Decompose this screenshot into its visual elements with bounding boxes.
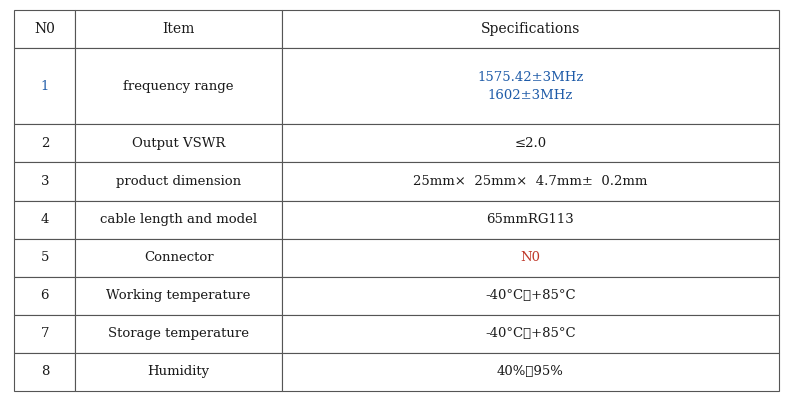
Bar bbox=[75, 124, 282, 162]
Bar bbox=[14, 48, 75, 124]
Text: -40°C～+85°C: -40°C～+85°C bbox=[485, 327, 576, 340]
Bar bbox=[14, 353, 75, 391]
Text: frequency range: frequency range bbox=[124, 80, 234, 93]
Text: 25mm×  25mm×  4.7mm±  0.2mm: 25mm× 25mm× 4.7mm± 0.2mm bbox=[413, 175, 647, 188]
Text: Connector: Connector bbox=[144, 251, 213, 264]
Bar bbox=[75, 10, 282, 48]
Bar bbox=[282, 124, 779, 162]
Text: 1575.42±3MHz
1602±3MHz: 1575.42±3MHz 1602±3MHz bbox=[477, 71, 584, 102]
Text: 6: 6 bbox=[40, 289, 49, 302]
Bar bbox=[14, 277, 75, 315]
Text: -40°C～+85°C: -40°C～+85°C bbox=[485, 289, 576, 302]
Bar bbox=[75, 239, 282, 277]
Text: 2: 2 bbox=[40, 137, 49, 150]
Bar bbox=[282, 239, 779, 277]
Text: 5: 5 bbox=[40, 251, 49, 264]
Text: Humidity: Humidity bbox=[147, 365, 209, 379]
Text: 8: 8 bbox=[40, 365, 49, 379]
Bar bbox=[282, 162, 779, 200]
Bar bbox=[282, 200, 779, 239]
Bar bbox=[282, 353, 779, 391]
Bar bbox=[282, 48, 779, 124]
Text: cable length and model: cable length and model bbox=[100, 213, 257, 226]
Bar bbox=[14, 315, 75, 353]
Bar bbox=[75, 353, 282, 391]
Bar bbox=[14, 200, 75, 239]
Text: 40%～95%: 40%～95% bbox=[497, 365, 564, 379]
Bar bbox=[14, 162, 75, 200]
Text: Specifications: Specifications bbox=[481, 22, 580, 36]
Text: Working temperature: Working temperature bbox=[106, 289, 251, 302]
Text: N0: N0 bbox=[520, 251, 540, 264]
Bar bbox=[75, 162, 282, 200]
Text: Output VSWR: Output VSWR bbox=[132, 137, 225, 150]
Bar bbox=[75, 48, 282, 124]
Text: 1: 1 bbox=[40, 80, 49, 93]
Text: Item: Item bbox=[163, 22, 195, 36]
Bar bbox=[14, 239, 75, 277]
Text: ≤2.0: ≤2.0 bbox=[514, 137, 546, 150]
Text: 65mmRG113: 65mmRG113 bbox=[486, 213, 574, 226]
Bar bbox=[282, 315, 779, 353]
Text: N0: N0 bbox=[34, 22, 56, 36]
Text: 3: 3 bbox=[40, 175, 49, 188]
Bar bbox=[14, 124, 75, 162]
Bar bbox=[75, 200, 282, 239]
Bar bbox=[14, 10, 75, 48]
Bar bbox=[75, 277, 282, 315]
Text: Storage temperature: Storage temperature bbox=[108, 327, 249, 340]
Text: product dimension: product dimension bbox=[116, 175, 241, 188]
Bar bbox=[75, 315, 282, 353]
Bar bbox=[282, 277, 779, 315]
Text: 4: 4 bbox=[40, 213, 49, 226]
Bar bbox=[282, 10, 779, 48]
Text: 7: 7 bbox=[40, 327, 49, 340]
